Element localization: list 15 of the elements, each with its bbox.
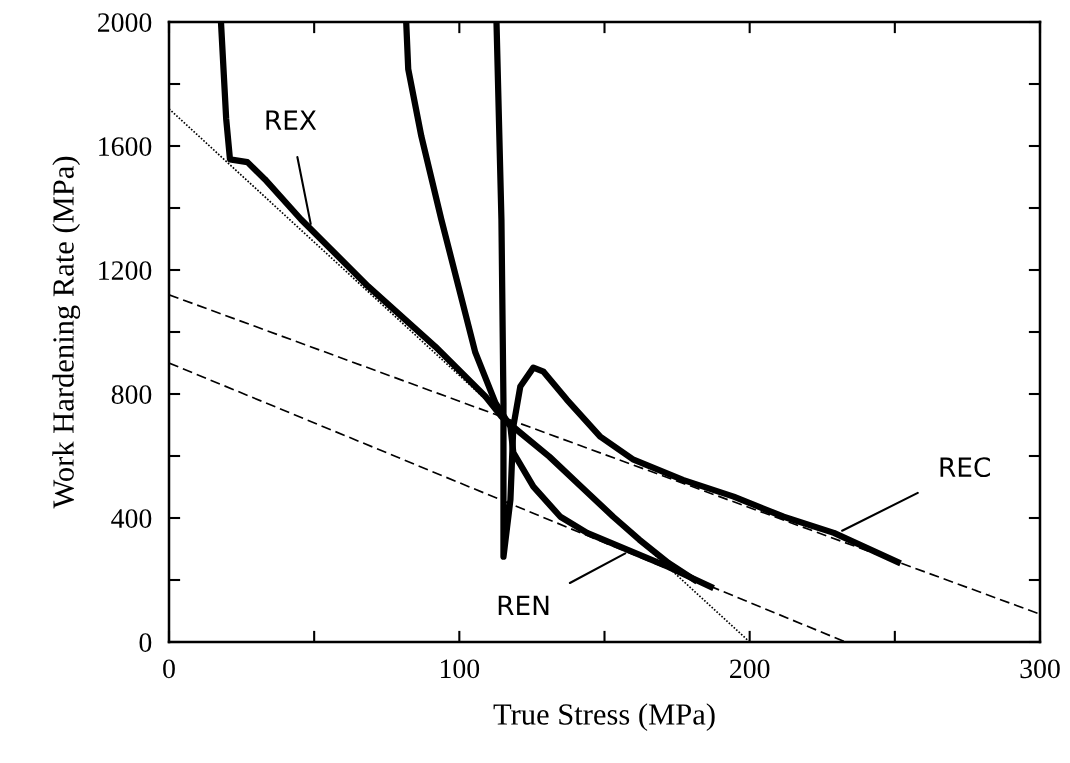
y-tick-label: 0 [139, 633, 152, 652]
x-tick-label: 100 [440, 659, 480, 679]
annotation: REC [940, 457, 990, 478]
x-tick-label: 200 [730, 659, 770, 679]
x-tick-label: 0 [163, 659, 175, 679]
y-tick-label: 800 [111, 385, 152, 404]
y-tick-label: 1600 [99, 137, 152, 156]
y-tick-label: 1200 [99, 261, 152, 280]
y-tick-label: 400 [111, 509, 152, 528]
annotation: REX [266, 110, 317, 130]
x-axis-title: True Stress (MPa) [493, 703, 715, 732]
annotation: REN [498, 595, 549, 615]
x-tick-label: 300 [1020, 659, 1060, 679]
y-axis-title: Work Hardening Rate (MPa) [52, 156, 81, 509]
y-tick-label: 2000 [98, 13, 152, 32]
